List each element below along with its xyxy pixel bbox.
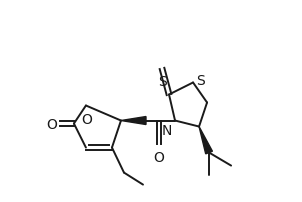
Text: O: O: [47, 117, 57, 131]
Text: S: S: [196, 74, 205, 88]
Text: S: S: [158, 75, 166, 89]
Text: N: N: [162, 123, 172, 137]
Polygon shape: [121, 117, 146, 125]
Polygon shape: [199, 127, 212, 154]
Text: O: O: [82, 112, 92, 126]
Text: O: O: [154, 150, 165, 164]
